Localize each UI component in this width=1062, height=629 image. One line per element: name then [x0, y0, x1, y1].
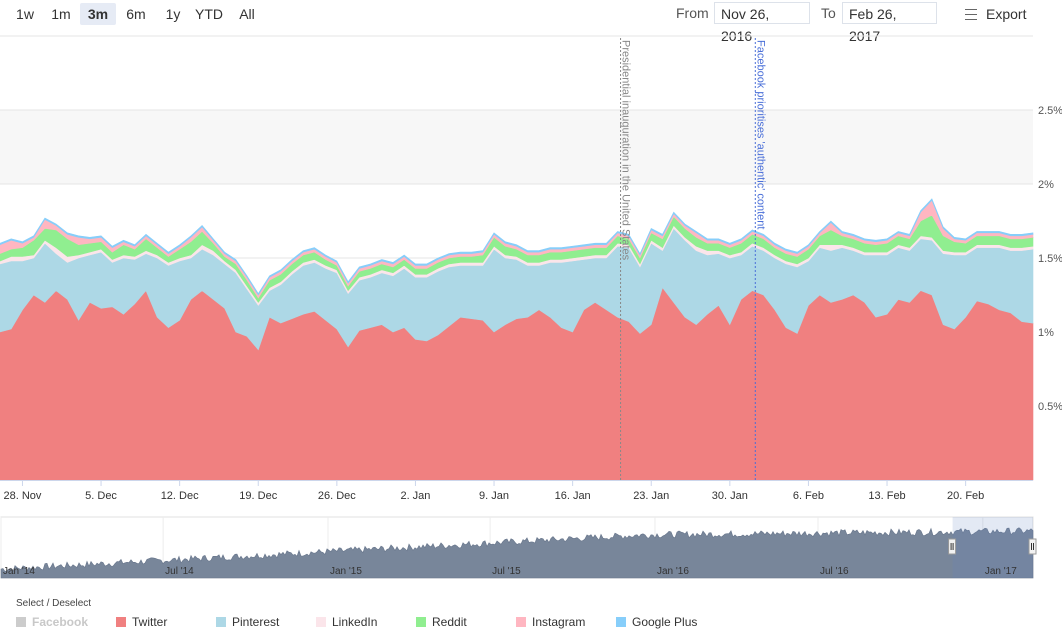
legend: Select / Deselect Facebook Twitter Pintere… [0, 598, 1062, 629]
y-axis: 0.5% 1% 1.5% 2% 2.5% [1038, 105, 1062, 413]
y-tick-label: 1% [1038, 327, 1054, 339]
x-tick-label: 6. Feb [793, 490, 824, 502]
legend-item-twitter[interactable]: Twitter [116, 615, 167, 629]
navigator-tick-label: Jul '15 [492, 566, 521, 577]
legend-title: Select / Deselect [16, 598, 92, 609]
x-tick-label: 20. Feb [947, 490, 984, 502]
navigator-series [0, 527, 1034, 579]
legend-swatch [516, 616, 526, 627]
annotation-label: Facebook prioritises 'authentic' content [754, 40, 766, 229]
navigator-tick-label: Jan '17 [985, 566, 1017, 577]
legend-item-google-plus[interactable]: Google Plus [616, 615, 697, 629]
y-tick-label: 0.5% [1038, 401, 1062, 413]
legend-label: LinkedIn [332, 615, 378, 629]
x-tick-label: 30. Jan [712, 490, 748, 502]
legend-swatch [316, 616, 326, 627]
from-label: From [676, 5, 709, 21]
stacked-area-chart: Presidential inauguration in the United … [0, 35, 1062, 579]
legend-item-pinterest[interactable]: Pinterest [216, 615, 279, 629]
navigator[interactable]: Jan '14 Jul '14 Jan '15 Jul '15 Jan '16 Jul '… [0, 516, 1037, 579]
legend-swatch [116, 616, 126, 627]
hamburger-menu-icon [965, 8, 977, 20]
legend-item-instagram[interactable]: Instagram [516, 615, 585, 629]
range-button-1m[interactable]: 1m [51, 6, 71, 22]
legend-label: Reddit [432, 615, 467, 629]
x-axis: 28. Nov 5. Dec 12. Dec 19. Dec 26. Dec 2. Jan… [0, 480, 1033, 502]
navigator-right-handle[interactable] [1028, 538, 1037, 555]
x-tick-label: 13. Feb [868, 490, 905, 502]
y-tick-label: 2.5% [1038, 105, 1062, 117]
range-button-ytd[interactable]: YTD [195, 6, 223, 22]
legend-label: Facebook [32, 615, 89, 629]
navigator-left-handle[interactable] [948, 538, 957, 555]
legend-item-facebook[interactable]: Facebook [16, 615, 88, 629]
series-areas [0, 198, 1034, 481]
legend-swatch [216, 616, 226, 627]
x-tick-label: 26. Dec [318, 490, 356, 502]
legend-label: Google Plus [632, 615, 698, 629]
plot-band [0, 110, 1033, 184]
x-tick-label: 23. Jan [633, 490, 669, 502]
navigator-tick-label: Jan '16 [657, 566, 689, 577]
range-button-1w[interactable]: 1w [16, 6, 34, 22]
export-button[interactable]: Export [965, 3, 1026, 25]
legend-item-linkedin[interactable]: LinkedIn [316, 615, 377, 629]
export-label: Export [986, 6, 1027, 22]
legend-swatch [16, 616, 26, 627]
x-tick-label: 2. Jan [400, 490, 430, 502]
legend-label: Pinterest [232, 615, 280, 629]
x-tick-label: 9. Jan [479, 490, 509, 502]
range-button-all[interactable]: All [239, 6, 255, 22]
x-tick-label: 5. Dec [85, 490, 117, 502]
legend-label: Instagram [532, 615, 586, 629]
x-tick-label: 28. Nov [3, 490, 41, 502]
x-tick-label: 16. Jan [555, 490, 591, 502]
y-tick-label: 2% [1038, 179, 1054, 191]
range-button-3m[interactable]: 3m [80, 3, 116, 25]
to-label: To [821, 5, 836, 21]
annotation-label: Presidential inauguration in the United … [620, 40, 632, 261]
range-button-6m[interactable]: 6m [126, 6, 146, 22]
legend-item-reddit[interactable]: Reddit [416, 615, 467, 629]
navigator-selection[interactable] [952, 517, 1033, 578]
navigator-tick-label: Jul '14 [165, 566, 194, 577]
area-google-plus[interactable] [0, 198, 1034, 296]
x-tick-label: 12. Dec [161, 490, 199, 502]
legend-swatch [616, 616, 626, 627]
legend-label: Twitter [132, 615, 168, 629]
annotations: Presidential inauguration in the United … [620, 38, 766, 480]
navigator-tick-label: Jan '15 [330, 566, 362, 577]
x-tick-label: 19. Dec [239, 490, 277, 502]
range-button-1y[interactable]: 1y [165, 6, 181, 22]
legend-swatch [416, 616, 426, 627]
navigator-tick-label: Jul '16 [820, 566, 849, 577]
y-tick-label: 1.5% [1038, 253, 1062, 265]
navigator-tick-label: Jan '14 [3, 566, 35, 577]
